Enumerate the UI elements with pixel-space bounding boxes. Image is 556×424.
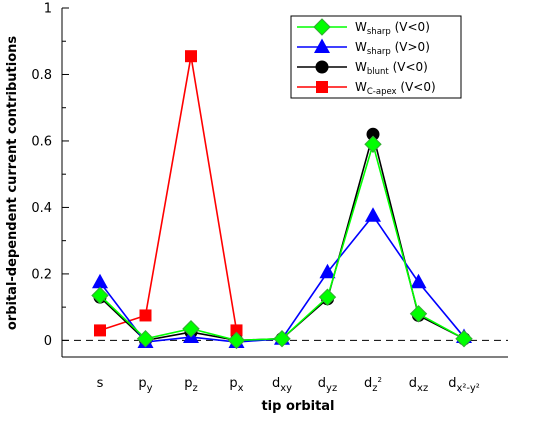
x-tick-label: dxy [272,376,292,394]
series-C-apex-0 [94,50,243,337]
data-point [410,273,427,289]
data-point [318,288,337,306]
y-tick-label: 1 [44,2,52,17]
legend: Wsharp (V<0) Wsharp (V>0) Wblunt (V<0) WC-a… [290,15,462,99]
data-point [230,324,243,337]
legend-entry-label: Wsharp (V>0) [355,40,430,57]
series-sharp-2 [92,207,472,349]
x-tick-label: px [229,376,243,394]
data-point [91,286,109,305]
series-line [99,141,465,342]
data-point [136,330,155,348]
x-tick-label: dx²-y² [448,376,480,394]
x-tick-label: pz [184,376,198,394]
legend-marker [314,38,330,53]
legend-marker [313,18,331,36]
x-axis-label: tip orbital [261,399,334,414]
data-point [182,320,200,338]
y-tick-label: 0 [44,334,52,349]
data-point [227,331,246,350]
y-axis-label: orbital-dependent current contributions [5,36,20,331]
data-point [409,305,428,323]
series-sharp-3 [91,135,473,350]
data-point [319,263,336,279]
series-line [99,56,238,332]
y-tick-label: 0.6 [31,134,52,149]
x-tick-label: dyz [318,376,337,394]
legend-marker [316,81,328,93]
y-tick-label: 0.2 [31,267,52,282]
data-point [94,324,106,337]
data-point [185,50,197,63]
x-tick-label: dz2 [364,376,382,394]
data-point [366,127,380,141]
data-point [92,273,108,289]
y-tick-label: 0.8 [31,68,52,83]
data-point [139,309,152,322]
y-tick-label: 0.4 [31,201,52,216]
x-tick-label: s [97,376,104,391]
series-line [99,131,465,342]
plot-area: 0 0.2 0.4 0.6 0.8 1 s py pz px dxy dyz dz2 dxz dx²-y² [31,2,508,394]
legend-entry-label: Wsharp (V<0) [355,20,430,37]
data-point [365,207,381,222]
data-point [455,330,473,348]
legend-entry-label: WC-apex (V<0) [355,80,436,97]
x-tick-label: py [138,376,152,394]
legend-entry-label: Wblunt (V<0) [355,60,428,77]
data-point [273,330,291,348]
x-tick-label: dxz [409,376,428,394]
data-point [364,135,382,153]
legend-marker [315,60,329,74]
